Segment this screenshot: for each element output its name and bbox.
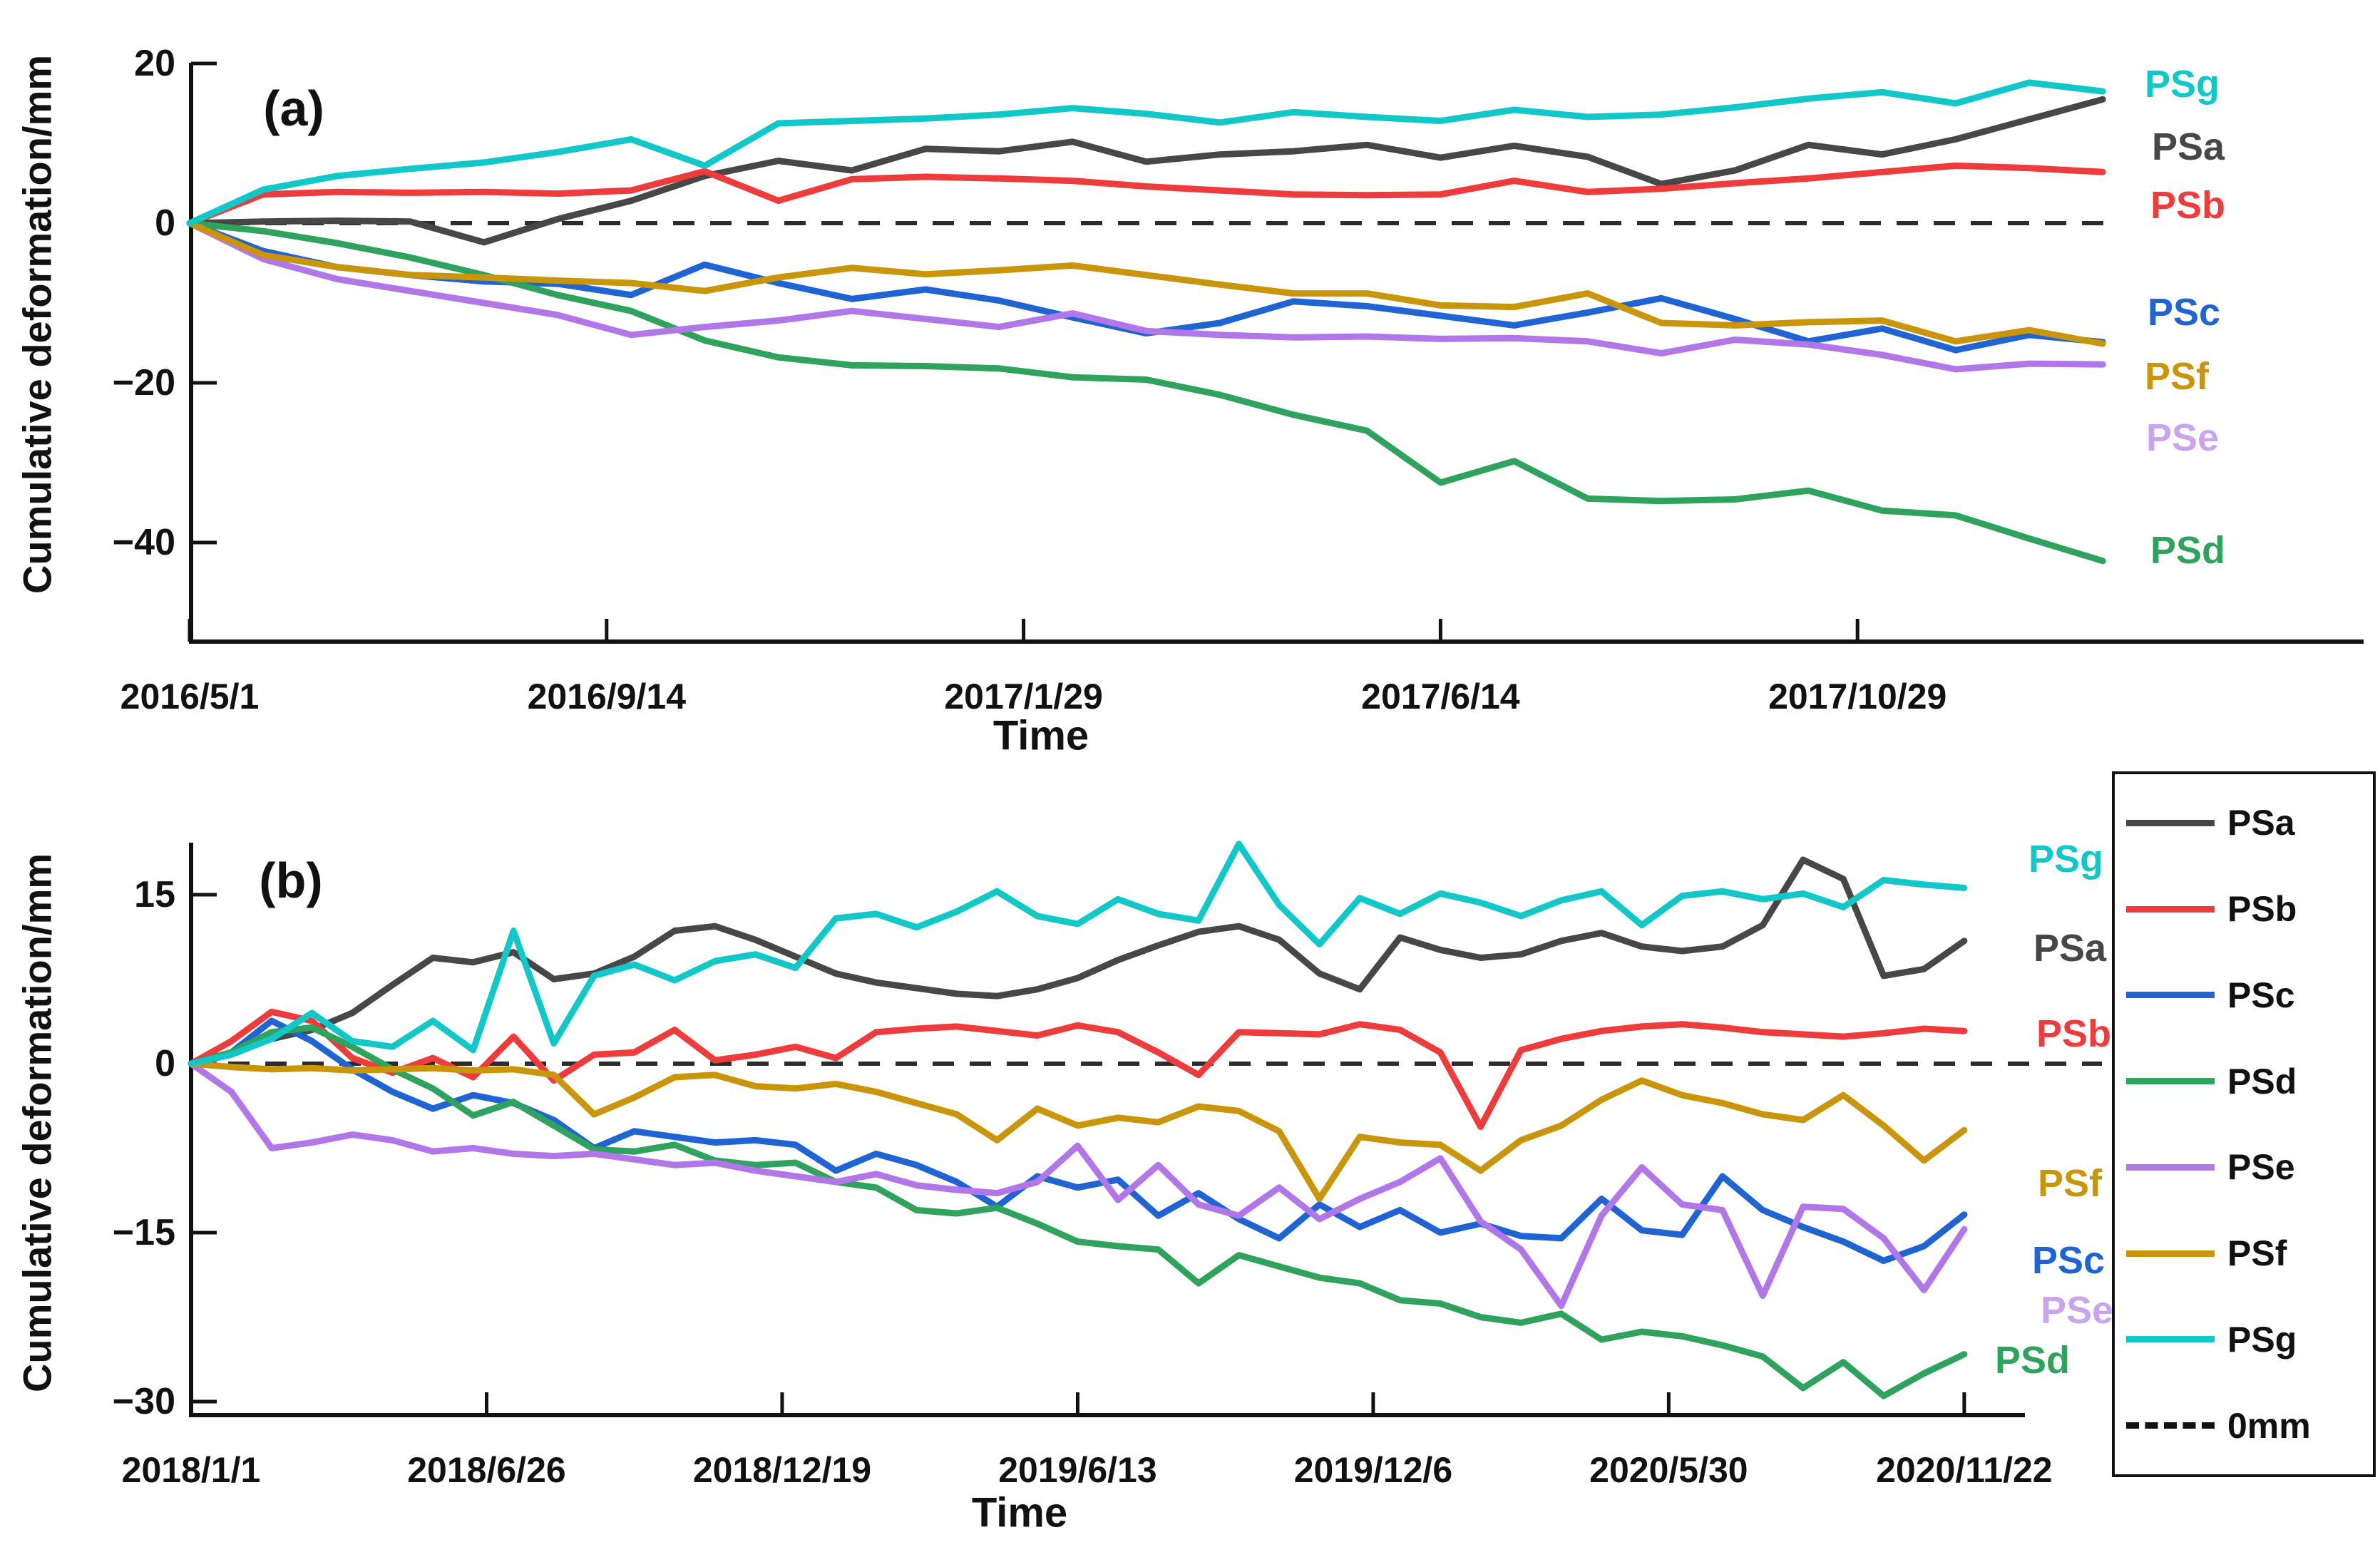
legend-label-0mm: 0mm — [2227, 1405, 2311, 1446]
y-tick-label: 20 — [134, 43, 175, 84]
legend-swatch-PSg — [2126, 1336, 2215, 1343]
x-tick-label: 2016/9/14 — [528, 677, 687, 716]
x-tick-label: 2019/12/6 — [1294, 1450, 1452, 1490]
panel-b-label: (b) — [259, 853, 323, 908]
panel-b-x-axis-title: Time — [971, 1489, 1068, 1536]
x-tick-label: 2020/5/30 — [1589, 1450, 1748, 1490]
x-tick-label: 2019/6/13 — [998, 1450, 1156, 1490]
line-label-PSe-panel-b: PSe — [2041, 1289, 2114, 1332]
legend-item-PSa: PSa — [2115, 802, 2373, 843]
line-label-PSg-panel-b: PSg — [2028, 838, 2104, 880]
y-tick-label: −20 — [113, 362, 175, 404]
legend-label-PSf: PSf — [2227, 1233, 2287, 1274]
legend-item-PSc: PSc — [2115, 975, 2373, 1016]
x-tick-label: 2017/10/29 — [1768, 677, 1946, 716]
line-label-PSc-panel-a: PSc — [2148, 291, 2221, 334]
y-tick-label: 15 — [134, 874, 175, 915]
y-tick-label: 0 — [155, 1043, 175, 1084]
line-label-PSe-panel-a: PSe — [2146, 416, 2220, 459]
series-line-PSb-panel-b — [188, 1008, 1968, 1130]
legend-label-PSc: PSc — [2227, 975, 2295, 1015]
y-tick-label: −40 — [113, 522, 175, 563]
legend-item-PSd: PSd — [2115, 1061, 2373, 1102]
legend-item-PSb: PSb — [2115, 888, 2373, 930]
x-tick-label: 2018/12/19 — [693, 1450, 871, 1490]
legend-label-PSe: PSe — [2227, 1147, 2295, 1188]
line-label-PSa-panel-b: PSa — [2033, 927, 2107, 970]
panel-a-x-axis-title: Time — [992, 712, 1089, 759]
series-line-PSe-panel-b — [188, 1060, 1968, 1310]
x-tick-label: 2017/1/29 — [944, 677, 1102, 716]
legend: PSa PSb PSc PSd PSe PSf PSg 0mm — [2112, 771, 2376, 1477]
x-tick-label: 2018/1/1 — [122, 1450, 261, 1490]
y-tick-label: −15 — [113, 1212, 175, 1253]
series-line-PSa-panel-b — [188, 856, 1968, 1067]
series-line-PSg-panel-b — [188, 841, 1968, 1067]
x-tick-label: 2016/5/1 — [120, 677, 260, 716]
legend-label-PSd: PSd — [2227, 1061, 2297, 1101]
legend-label-PSg: PSg — [2227, 1319, 2297, 1360]
legend-swatch-PSa — [2126, 819, 2215, 826]
legend-swatch-PSf — [2126, 1250, 2215, 1257]
legend-swatch-PSd — [2126, 1078, 2215, 1085]
line-label-PSd-panel-a: PSd — [2150, 529, 2226, 572]
legend-item-0mm: 0mm — [2115, 1405, 2373, 1446]
series-line-PSb-panel-a — [186, 162, 2106, 227]
line-label-PSc-panel-b: PSc — [2032, 1239, 2105, 1282]
legend-item-PSg: PSg — [2115, 1319, 2373, 1360]
series-line-PSa-panel-a — [186, 96, 2106, 246]
line-label-PSf-panel-a: PSf — [2145, 355, 2210, 398]
y-tick-label: 0 — [155, 202, 175, 244]
series-line-PSf-panel-b — [188, 1060, 1968, 1203]
panel-a-label: (a) — [263, 81, 324, 136]
panel-(b)-axes — [189, 843, 2025, 1417]
line-label-PSb-panel-a: PSb — [2150, 184, 2226, 227]
legend-swatch-PSe — [2126, 1163, 2215, 1171]
series-line-PSe-panel-a — [186, 220, 2106, 373]
x-tick-label: 2018/6/26 — [407, 1450, 565, 1490]
legend-swatch-PSb — [2126, 905, 2215, 913]
legend-label-PSb: PSb — [2227, 889, 2297, 930]
legend-label-PSa: PSa — [2227, 803, 2295, 843]
panel-(a)-axes — [189, 63, 2364, 644]
line-label-PSa-panel-a: PSa — [2152, 125, 2225, 168]
x-tick-label: 2020/11/22 — [1876, 1450, 2053, 1490]
legend-item-PSf: PSf — [2115, 1233, 2373, 1274]
line-label-PSb-panel-b: PSb — [2036, 1012, 2112, 1055]
series-line-PSg-panel-a — [186, 79, 2106, 227]
line-label-PSd-panel-b: PSd — [1995, 1339, 2071, 1382]
panel-b-y-axis-title: Cumulative deformation/mm — [14, 853, 60, 1393]
series-line-PSd-panel-b — [188, 1024, 1968, 1399]
panel-a-y-axis-title: Cumulative deformation/mm — [14, 54, 60, 595]
legend-swatch-0mm — [2126, 1422, 2215, 1429]
legend-swatch-PSc — [2126, 992, 2215, 999]
y-tick-label: −30 — [113, 1381, 175, 1422]
series-line-PSf-panel-a — [186, 220, 2106, 347]
line-label-PSf-panel-b: PSf — [2038, 1162, 2103, 1205]
series-line-PSc-panel-b — [188, 1017, 1968, 1264]
line-label-PSg-panel-a: PSg — [2145, 63, 2220, 106]
x-tick-label: 2017/6/14 — [1361, 677, 1520, 716]
legend-item-PSe: PSe — [2115, 1146, 2373, 1188]
